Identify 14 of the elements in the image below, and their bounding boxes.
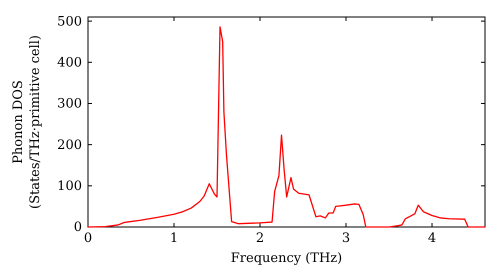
x-axis-title: Frequency (THz): [230, 251, 342, 266]
x-tick-label: 2: [256, 231, 264, 246]
x-tick-label: 0: [84, 231, 92, 246]
x-tick-label: 4: [428, 231, 436, 246]
y-tick-label: 100: [57, 178, 82, 194]
y-tick-label: 400: [57, 55, 82, 70]
y-tick-label: 500: [57, 14, 82, 30]
y-tick-label: 300: [57, 96, 82, 112]
x-tick-label: 3: [342, 231, 350, 246]
y-tick-label: 0: [74, 220, 82, 236]
y-tick-label: 200: [57, 138, 82, 153]
y-axis-title: Phonon DOS (States/THz·primitive cell): [11, 34, 43, 210]
x-tick-label: 1: [170, 231, 178, 246]
line-series: [87, 26, 486, 228]
